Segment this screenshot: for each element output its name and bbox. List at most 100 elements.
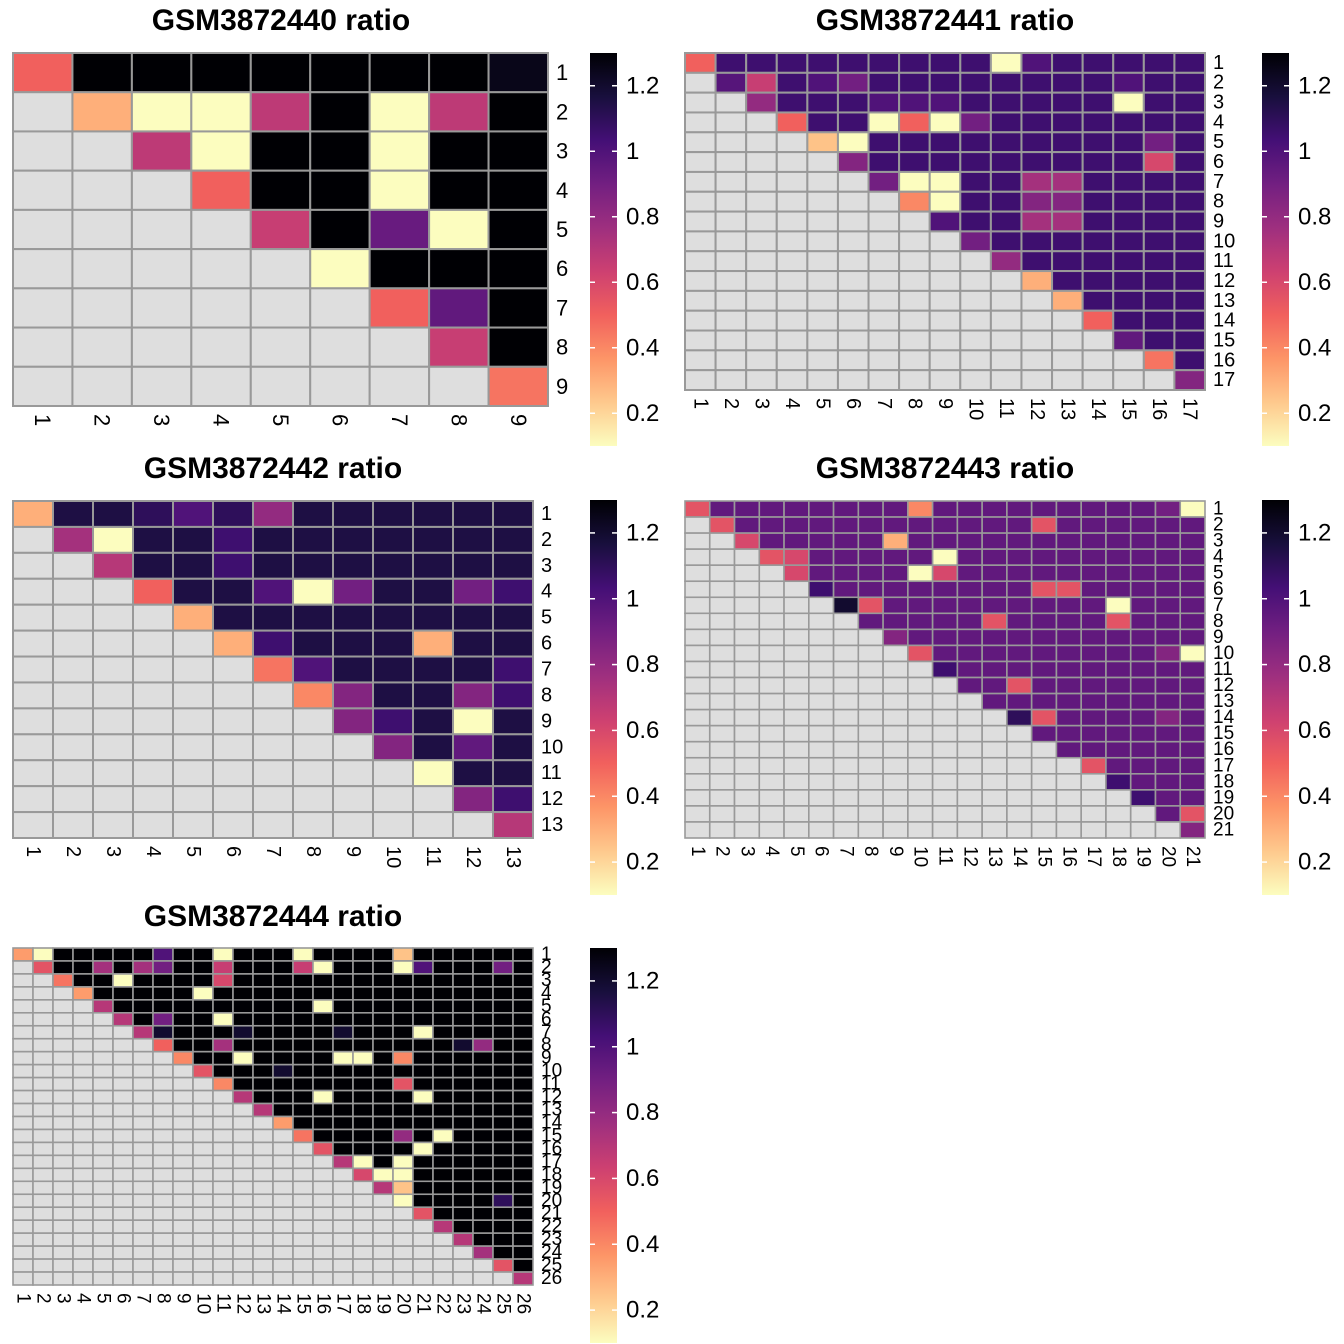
heatmap-cell	[684, 71, 717, 94]
heatmap-cell	[1179, 580, 1206, 599]
heatmap-cell	[1142, 151, 1176, 173]
heatmap-cell	[132, 1115, 154, 1131]
column-label: 5	[786, 846, 807, 857]
heatmap-cell	[332, 1012, 354, 1027]
heatmap-cell	[758, 773, 785, 791]
heatmap-cell	[898, 52, 931, 74]
heatmap-cell	[832, 516, 860, 534]
heatmap-cell	[512, 1050, 534, 1066]
colorbar: 0.20.40.60.811.2	[590, 53, 659, 446]
row-label: 7	[541, 1022, 552, 1043]
heatmap-cell	[92, 1012, 114, 1027]
heatmap-cell	[487, 248, 549, 290]
heatmap-cell	[745, 170, 778, 193]
panel-title: GSM3872442 ratio	[144, 452, 402, 485]
heatmap-cell	[1030, 612, 1058, 631]
heatmap-cell	[733, 500, 761, 518]
heatmap-cell	[806, 349, 839, 372]
heatmap-cell	[1020, 289, 1054, 312]
heatmap-cell	[956, 532, 983, 550]
heatmap-cell	[172, 811, 214, 839]
heatmap-cell	[487, 130, 549, 172]
heatmap-cell	[745, 349, 778, 372]
heatmap-cell	[806, 190, 839, 213]
row-label: 24	[541, 1242, 563, 1263]
heatmap-cell	[412, 1193, 434, 1209]
heatmap-cell	[32, 1219, 54, 1234]
heatmap-cell	[252, 1271, 274, 1286]
heatmap-cell	[832, 580, 860, 599]
heatmap-cell	[332, 733, 374, 762]
column-label: 23	[453, 1293, 474, 1314]
heatmap-cell	[684, 692, 711, 711]
heatmap-cell	[232, 1232, 254, 1247]
heatmap-cell	[758, 548, 785, 566]
column-label: 14	[1087, 398, 1109, 420]
column-label: 6	[222, 846, 244, 857]
heatmap-cell	[352, 1271, 374, 1286]
heatmap-cell	[708, 580, 736, 599]
heatmap-cell	[152, 947, 174, 962]
heatmap-cell	[172, 1232, 194, 1247]
heatmap-cell	[512, 1154, 534, 1170]
heatmap-cell	[959, 230, 992, 253]
heatmap-cell	[1154, 692, 1182, 711]
heatmap-cell	[428, 208, 490, 251]
heatmap-cell	[1081, 91, 1115, 114]
row-label: 19	[1213, 787, 1234, 808]
heatmap-cell	[172, 785, 214, 814]
row-label: 11	[541, 762, 562, 784]
heatmap-cell	[492, 1245, 514, 1260]
heatmap-cell	[956, 724, 983, 743]
heatmap-cell	[808, 548, 835, 566]
heatmap-cell	[132, 1076, 154, 1092]
heatmap-cell	[412, 577, 454, 606]
heatmap-cell	[352, 1012, 374, 1027]
heatmap-cell	[52, 1037, 74, 1053]
heatmap-cell	[472, 1167, 494, 1183]
heatmap-cell	[1006, 805, 1033, 823]
heatmap-cell	[708, 628, 736, 647]
heatmap-cell	[882, 548, 909, 566]
heatmap-cell	[312, 1193, 334, 1209]
heatmap-cell	[312, 1271, 334, 1286]
heatmap-cell	[1055, 805, 1082, 823]
heatmap-cell	[836, 289, 870, 312]
heatmap-cell	[412, 655, 454, 684]
heatmap-cell	[292, 1232, 314, 1247]
heatmap-cell	[1080, 773, 1107, 791]
row-label: 12	[541, 788, 563, 810]
heatmap-cells	[12, 500, 534, 839]
heatmap-cell	[1006, 724, 1033, 743]
heatmap-cell	[492, 1024, 514, 1040]
heatmap-cell	[1105, 724, 1132, 743]
heatmap-cell	[32, 1102, 54, 1118]
heatmap-cell	[684, 270, 717, 292]
heatmap-cell	[312, 960, 334, 975]
heatmap-cell	[808, 805, 835, 823]
heatmap-cell	[1030, 692, 1058, 711]
heatmap-cell	[52, 1115, 74, 1131]
heatmap-cell	[882, 612, 909, 631]
heatmap-cell	[190, 365, 252, 407]
heatmap-cell	[392, 1193, 414, 1209]
heatmap-cell	[32, 1180, 54, 1196]
heatmap-cell	[309, 169, 371, 211]
heatmap-cell	[172, 525, 214, 554]
heatmap-cell	[12, 759, 54, 788]
heatmap-cell	[956, 500, 983, 518]
heatmap-cell	[52, 1245, 74, 1260]
heatmap-cell	[452, 1271, 474, 1286]
heatmap-cell	[487, 91, 549, 133]
heatmap-cell	[332, 1258, 354, 1273]
heatmap-cell	[192, 1128, 214, 1144]
heatmap-cell	[989, 250, 1023, 273]
column-label: 4	[781, 398, 803, 409]
column-label: 17	[1179, 398, 1201, 420]
heatmap-cell	[1006, 676, 1033, 695]
column-label: 15	[293, 1293, 314, 1314]
heatmap-cell	[52, 655, 94, 684]
heatmap-cell	[32, 1128, 54, 1144]
heatmap-cell	[857, 821, 884, 839]
heatmap-cell	[1129, 564, 1157, 583]
